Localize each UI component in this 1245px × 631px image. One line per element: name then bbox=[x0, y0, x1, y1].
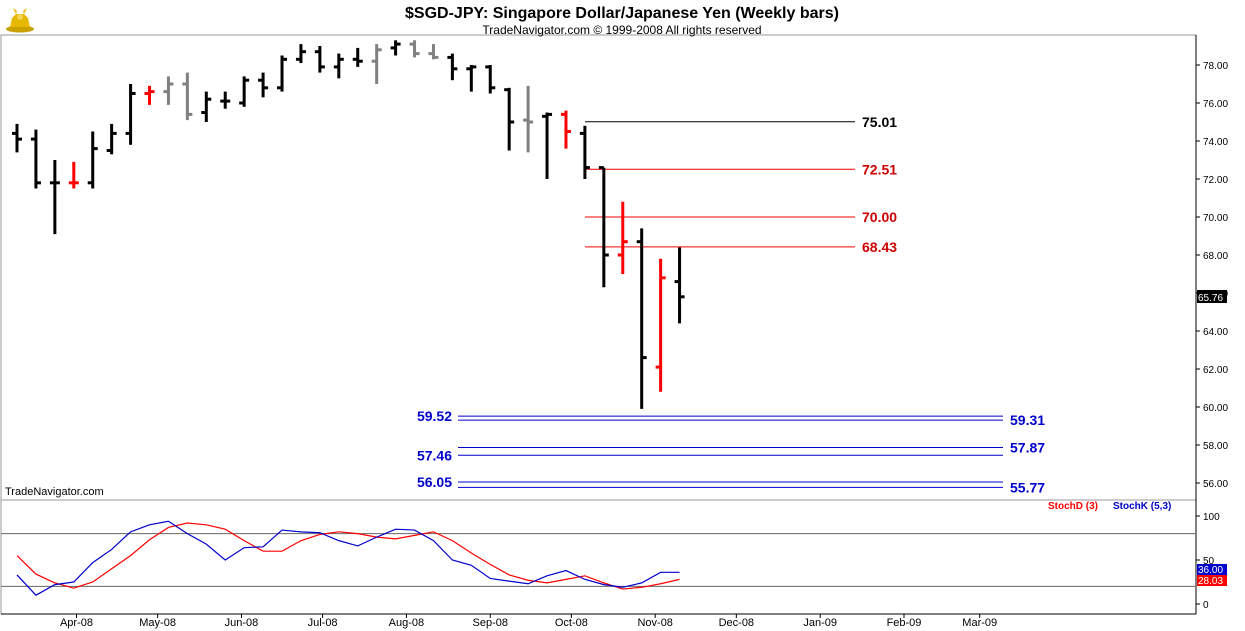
ohlc-bar bbox=[579, 125, 590, 179]
ohlc-bar bbox=[636, 228, 647, 409]
ohlc-bar bbox=[655, 258, 666, 392]
ohlc-bar bbox=[220, 91, 231, 109]
support-label-right: 55.77 bbox=[1010, 479, 1045, 495]
ohlc-bar bbox=[314, 46, 325, 73]
support-label-left: 56.05 bbox=[417, 474, 452, 490]
resistance-label: 75.01 bbox=[862, 114, 897, 130]
price-axis-label: 78.00 bbox=[1203, 61, 1228, 72]
time-axis-label: Nov-08 bbox=[637, 617, 672, 629]
price-axis-label: 60.00 bbox=[1203, 403, 1228, 414]
time-axis-label: Sep-08 bbox=[473, 617, 508, 629]
ohlc-bar bbox=[371, 44, 382, 84]
price-axis-label: 62.00 bbox=[1203, 365, 1228, 376]
ohlc-bar bbox=[447, 53, 458, 81]
time-axis-label: Mar-09 bbox=[962, 617, 997, 629]
price-axis-label: 68.00 bbox=[1203, 251, 1228, 262]
time-axis-label: Aug-08 bbox=[389, 617, 424, 629]
price-axis-label: 76.00 bbox=[1203, 99, 1228, 110]
ohlc-bar bbox=[144, 85, 155, 105]
price-axis-label: 72.00 bbox=[1203, 175, 1228, 186]
resistance-label: 72.51 bbox=[862, 161, 897, 177]
ohlc-bar bbox=[466, 65, 477, 92]
price-axis-label: 70.00 bbox=[1203, 213, 1228, 224]
resistance-label: 68.43 bbox=[862, 239, 897, 255]
time-axis-label: Feb-09 bbox=[887, 617, 922, 629]
time-axis-label: Jun-08 bbox=[225, 617, 259, 629]
ohlc-bar bbox=[333, 53, 344, 79]
price-axis-label: 58.00 bbox=[1203, 441, 1228, 452]
ohlc-bar bbox=[617, 201, 628, 274]
last-price-label: 65.76 bbox=[1198, 293, 1223, 304]
ohlc-bar bbox=[239, 76, 250, 107]
ohlc-bar bbox=[68, 161, 79, 189]
resistance-label: 70.00 bbox=[862, 209, 897, 225]
ohlc-bar bbox=[49, 160, 60, 235]
price-axis-label: 56.00 bbox=[1203, 479, 1228, 490]
price-axis-label: 74.00 bbox=[1203, 137, 1228, 148]
time-axis-label: Jul-08 bbox=[308, 617, 338, 629]
ohlc-bar bbox=[258, 72, 269, 98]
ohlc-bar bbox=[428, 44, 439, 60]
ohlc-bar bbox=[504, 87, 515, 151]
stoch-k-legend: StochK (5,3) bbox=[1113, 501, 1171, 512]
stoch-k-tag bbox=[1197, 564, 1227, 575]
ohlc-bar bbox=[30, 129, 41, 189]
chart-title: $SGD-JPY: Singapore Dollar/Japanese Yen … bbox=[405, 5, 839, 22]
ohlc-bars bbox=[12, 40, 685, 409]
ohlc-bar bbox=[598, 166, 609, 288]
price-axis: 78.0076.0074.0072.0070.0068.0066.0064.00… bbox=[1196, 61, 1228, 490]
stoch-axis-label: 100 bbox=[1203, 512, 1220, 523]
stoch-d-value: 28.03 bbox=[1198, 576, 1223, 587]
stochastic-panel: 100 50 0 bbox=[1, 512, 1220, 611]
time-axis-label: Dec-08 bbox=[719, 617, 754, 629]
ohlc-bar bbox=[182, 72, 193, 121]
last-price-tag bbox=[1197, 290, 1227, 303]
stoch-axis-label: 50 bbox=[1203, 556, 1215, 567]
ohlc-bar bbox=[106, 123, 117, 155]
time-axis: Apr-08 May-08 Jun-08 Jul-08 Aug-08 Sep-08 Oct-… bbox=[1, 613, 1196, 629]
ohlc-bar bbox=[277, 55, 288, 92]
level-lines: 75.01 72.51 70.00 68.43 59.52 59.31 57.87 57.46… bbox=[417, 114, 1045, 496]
price-axis-label: 64.00 bbox=[1203, 327, 1228, 338]
support-label-left: 57.46 bbox=[417, 447, 452, 463]
time-axis-label: Oct-08 bbox=[555, 617, 588, 629]
ohlc-bar bbox=[409, 40, 420, 58]
copyright-text: TradeNavigator.com © 1999-2008 All right… bbox=[482, 23, 761, 37]
stoch-k-value: 36.00 bbox=[1198, 565, 1223, 576]
stoch-d-line bbox=[16, 522, 680, 590]
time-axis-label: Jan-09 bbox=[803, 617, 837, 629]
support-label-right: 59.31 bbox=[1010, 412, 1045, 428]
bull-logo-icon bbox=[4, 2, 36, 34]
ohlc-bar bbox=[163, 76, 174, 105]
ohlc-bar bbox=[485, 65, 496, 94]
ohlc-bar bbox=[674, 247, 685, 324]
support-label-right: 57.87 bbox=[1010, 439, 1045, 455]
ohlc-bar bbox=[560, 110, 571, 149]
ohlc-bar bbox=[125, 84, 136, 145]
ohlc-bar bbox=[12, 123, 22, 153]
watermark-text: TradeNavigator.com bbox=[5, 486, 104, 498]
stoch-k-line bbox=[16, 520, 680, 596]
ohlc-bar bbox=[523, 85, 534, 153]
time-axis-label: Apr-08 bbox=[60, 617, 93, 629]
time-axis-label: May-08 bbox=[139, 617, 176, 629]
ohlc-bar bbox=[390, 40, 401, 56]
ohlc-bar bbox=[542, 112, 553, 179]
stoch-axis-label: 0 bbox=[1203, 600, 1209, 611]
stoch-d-legend: StochD (3) bbox=[1048, 501, 1098, 512]
support-label-left: 59.52 bbox=[417, 408, 452, 424]
ohlc-bar bbox=[201, 91, 212, 122]
stoch-d-tag bbox=[1197, 575, 1227, 586]
ohlc-bar bbox=[352, 47, 363, 67]
ohlc-bar bbox=[87, 131, 98, 189]
ohlc-bar bbox=[295, 44, 306, 64]
